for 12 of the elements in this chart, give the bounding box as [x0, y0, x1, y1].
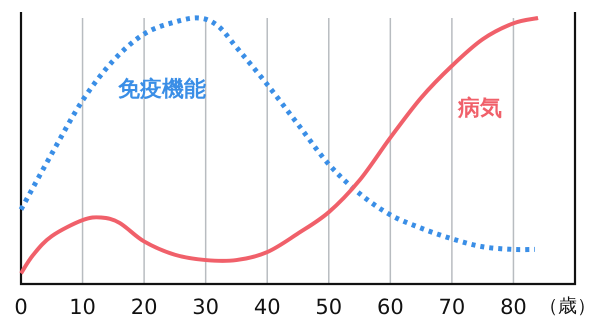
series-label: 病気 — [457, 96, 502, 121]
x-tick-label: 70 — [438, 295, 466, 319]
series-label: 免疫機能 — [117, 77, 206, 102]
x-tick-label: 20 — [130, 295, 158, 319]
x-tick-label: 50 — [315, 295, 342, 319]
x-tick-label: 80 — [500, 295, 527, 319]
x-tick-label: 30 — [192, 295, 220, 319]
x-tick-label: 0 — [14, 295, 28, 319]
x-tick-label: 10 — [69, 295, 96, 319]
x-axis-title: （歳） — [539, 295, 596, 317]
x-tick-label: 40 — [254, 295, 281, 319]
x-tick-label: 60 — [376, 295, 404, 319]
